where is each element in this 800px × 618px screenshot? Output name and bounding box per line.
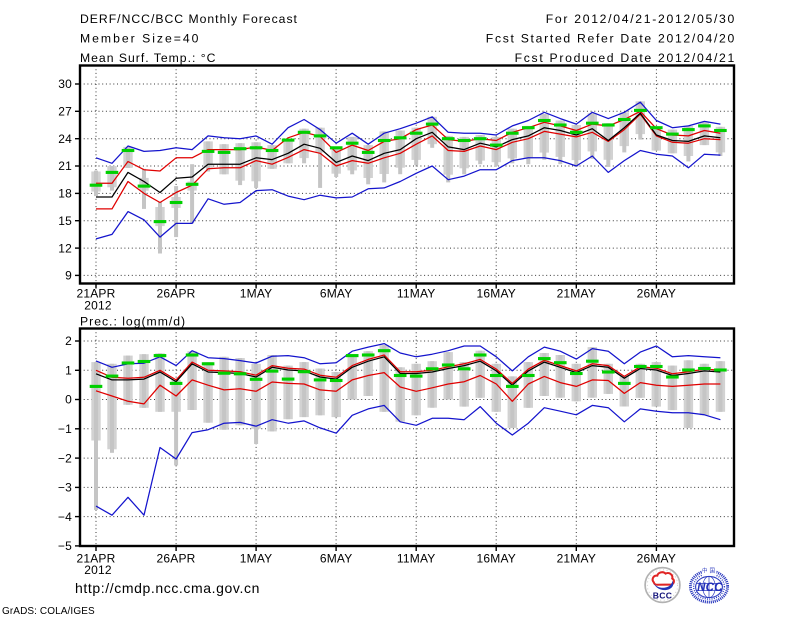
svg-text:BCC: BCC xyxy=(653,591,673,601)
svg-text:27: 27 xyxy=(58,105,72,119)
svg-text:1MAY: 1MAY xyxy=(240,551,273,565)
svg-text:21APR: 21APR xyxy=(76,287,115,301)
svg-text:21MAY: 21MAY xyxy=(557,551,596,565)
svg-text:GrADS: COLA/IGES: GrADS: COLA/IGES xyxy=(2,606,95,617)
svg-text:中国: 中国 xyxy=(702,567,717,575)
svg-text:30: 30 xyxy=(58,77,72,91)
svg-text:26MAY: 26MAY xyxy=(637,287,676,301)
svg-text:−2: −2 xyxy=(58,451,72,465)
svg-text:2: 2 xyxy=(65,334,72,348)
svg-text:6MAY: 6MAY xyxy=(320,551,353,565)
svg-text:26MAY: 26MAY xyxy=(637,551,676,565)
svg-text:6MAY: 6MAY xyxy=(320,287,353,301)
svg-text:Mean Surf. Temp.: °C: Mean Surf. Temp.: °C xyxy=(80,51,216,65)
svg-text:Fcst Started Refer Date 2012/0: Fcst Started Refer Date 2012/04/20 xyxy=(486,32,736,46)
svg-text:9: 9 xyxy=(65,269,72,283)
svg-text:Member Size=40: Member Size=40 xyxy=(80,32,200,46)
svg-text:12: 12 xyxy=(58,241,72,255)
svg-text:NCC: NCC xyxy=(697,582,723,594)
svg-text:DERF/NCC/BCC Monthly Forecast: DERF/NCC/BCC Monthly Forecast xyxy=(80,12,298,26)
svg-text:18: 18 xyxy=(58,187,72,201)
svg-text:Prec.: log(mm/d): Prec.: log(mm/d) xyxy=(80,315,186,329)
svg-text:−1: −1 xyxy=(58,422,72,436)
svg-text:21APR: 21APR xyxy=(76,551,115,565)
svg-text:11MAY: 11MAY xyxy=(397,287,436,301)
svg-text:26APR: 26APR xyxy=(157,551,196,565)
svg-text:http://cmdp.ncc.cma.gov.cn: http://cmdp.ncc.cma.gov.cn xyxy=(75,580,260,596)
svg-text:26APR: 26APR xyxy=(157,287,196,301)
svg-text:−5: −5 xyxy=(58,539,72,553)
svg-text:−3: −3 xyxy=(58,481,72,495)
svg-text:−4: −4 xyxy=(58,510,72,524)
svg-text:1: 1 xyxy=(65,363,72,377)
svg-text:For 2012/04/21-2012/05/30: For 2012/04/21-2012/05/30 xyxy=(546,12,736,26)
svg-text:16MAY: 16MAY xyxy=(477,287,516,301)
svg-text:2012: 2012 xyxy=(84,298,112,312)
svg-text:1MAY: 1MAY xyxy=(240,287,273,301)
svg-text:0: 0 xyxy=(65,393,72,407)
svg-text:2012: 2012 xyxy=(84,563,112,577)
svg-text:24: 24 xyxy=(58,132,72,146)
svg-text:16MAY: 16MAY xyxy=(477,551,516,565)
svg-text:21: 21 xyxy=(58,159,72,173)
svg-text:15: 15 xyxy=(58,214,72,228)
svg-text:11MAY: 11MAY xyxy=(397,551,436,565)
svg-text:21MAY: 21MAY xyxy=(557,287,596,301)
svg-text:Fcst Produced Date 2012/04/21: Fcst Produced Date 2012/04/21 xyxy=(515,51,736,65)
